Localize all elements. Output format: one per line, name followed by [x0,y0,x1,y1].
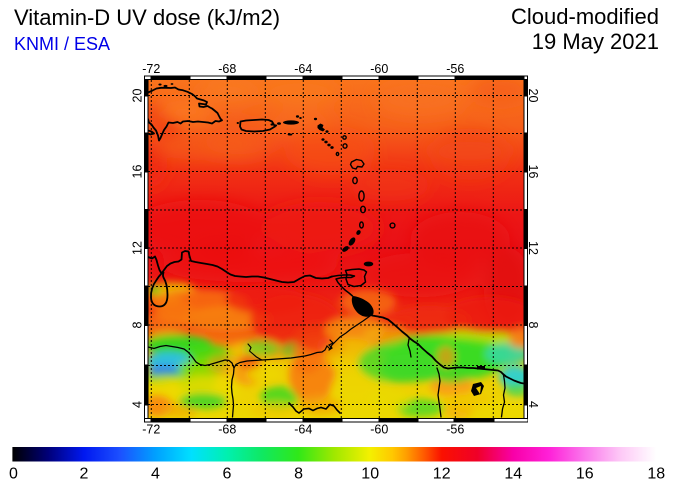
svg-text:6: 6 [223,466,232,483]
svg-text:-56: -56 [446,62,464,76]
svg-text:16: 16 [526,165,540,179]
svg-text:-64: -64 [294,423,312,437]
svg-text:0: 0 [9,466,18,483]
svg-text:-68: -68 [218,62,236,76]
svg-text:18: 18 [647,466,665,483]
svg-text:16: 16 [131,165,145,179]
svg-text:12: 12 [526,241,540,255]
svg-text:20: 20 [131,89,145,103]
svg-text:4: 4 [131,401,145,408]
svg-text:20: 20 [526,89,540,103]
svg-text:-60: -60 [370,423,388,437]
svg-text:2: 2 [80,466,89,483]
svg-text:8: 8 [131,321,145,328]
svg-text:14: 14 [504,466,522,483]
svg-text:12: 12 [131,241,145,255]
svg-text:-68: -68 [218,423,236,437]
svg-text:10: 10 [361,466,379,483]
svg-text:-56: -56 [446,423,464,437]
svg-text:12: 12 [433,466,451,483]
svg-text:-60: -60 [370,62,388,76]
svg-text:8: 8 [294,466,303,483]
svg-text:8: 8 [526,322,540,329]
svg-text:-72: -72 [142,62,160,76]
svg-text:4: 4 [151,466,160,483]
svg-text:16: 16 [576,466,594,483]
svg-text:4: 4 [526,401,540,408]
svg-text:-64: -64 [294,62,312,76]
svg-text:-72: -72 [142,423,160,437]
